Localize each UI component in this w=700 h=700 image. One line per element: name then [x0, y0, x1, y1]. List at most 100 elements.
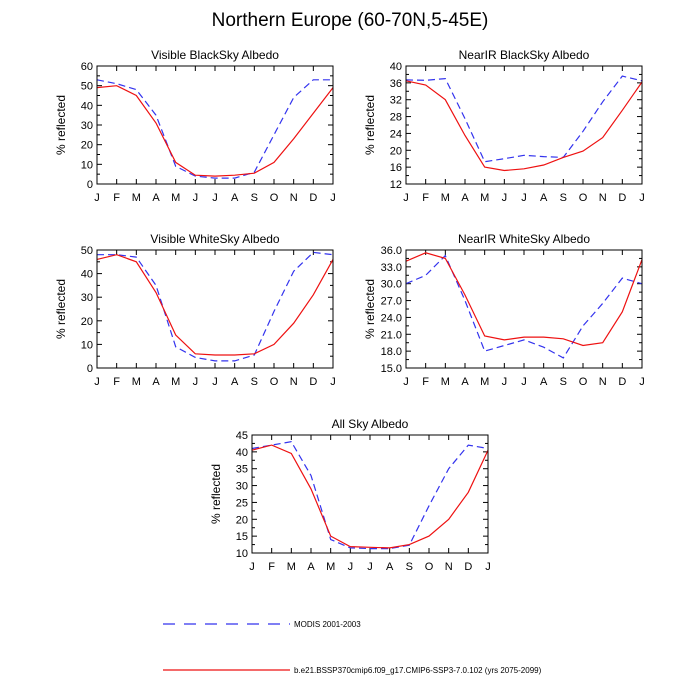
- series-line-modis: [97, 251, 334, 362]
- x-tick-label: S: [560, 376, 567, 388]
- y-tick-label: 10: [81, 159, 93, 171]
- x-tick-label: J: [502, 192, 508, 204]
- legend-label-model: b.e21.BSSP370cmip6.f09_g17.CMIP6-SSP3-7.…: [294, 666, 542, 675]
- x-tick-label: F: [422, 192, 429, 204]
- x-tick-label: M: [287, 561, 296, 573]
- x-tick-label: J: [367, 561, 373, 573]
- x-tick-label: A: [386, 561, 394, 573]
- chart-panel-5: All Sky Albedo % reflected 10 15 20 25 30 35 40 4…: [209, 417, 491, 573]
- x-tick-label: A: [540, 192, 548, 204]
- x-tick-label: A: [231, 376, 239, 388]
- y-tick-label: 16: [390, 162, 402, 174]
- series-line-model: [96, 254, 334, 356]
- x-tick-label: J: [639, 376, 645, 388]
- plot-frame: [96, 249, 334, 369]
- x-tick-label: D: [309, 376, 317, 388]
- y-tick-label: 21.0: [381, 329, 402, 341]
- x-tick-label: D: [464, 561, 472, 573]
- y-tick-label: 20: [81, 316, 93, 328]
- y-tick-label: 40: [81, 100, 93, 112]
- x-tick-label: J: [485, 561, 491, 573]
- x-tick-label: O: [270, 376, 279, 388]
- y-tick-label: 30: [81, 292, 93, 304]
- y-tick-label: 0: [87, 179, 93, 191]
- chart-panel-4: NearIR WhiteSky Albedo % reflected 15.0 18.…: [363, 232, 645, 388]
- plot-frame: [96, 65, 334, 185]
- chart-panel-3: Visible WhiteSky Albedo % reflected 0 10 20 3…: [54, 232, 336, 388]
- panel-title: Visible WhiteSky Albedo: [150, 232, 280, 246]
- x-tick-label: A: [540, 376, 548, 388]
- x-tick-label: O: [579, 376, 588, 388]
- x-tick-label: J: [403, 192, 409, 204]
- chart-panel-2: NearIR BlackSky Albedo % reflected 12 16 20 2…: [363, 48, 645, 204]
- y-tick-label: 45: [236, 430, 248, 442]
- y-tick-label: 33.0: [381, 262, 402, 274]
- panel-title: NearIR WhiteSky Albedo: [458, 232, 590, 246]
- y-tick-label: 12: [390, 179, 402, 191]
- x-tick-label: D: [309, 192, 317, 204]
- series-line-modis: [96, 79, 333, 179]
- x-tick-label: J: [212, 376, 218, 388]
- plot-frame: [251, 434, 489, 554]
- x-tick-label: J: [193, 192, 199, 204]
- y-tick-label: 30.0: [381, 279, 402, 291]
- y-tick-label: 15: [236, 531, 248, 543]
- y-axis-label: % reflected: [363, 95, 377, 155]
- y-tick-label: 10: [81, 339, 93, 351]
- x-tick-label: J: [94, 192, 100, 204]
- y-tick-label: 50: [81, 81, 93, 93]
- x-tick-label: M: [480, 192, 489, 204]
- x-tick-label: M: [326, 561, 335, 573]
- y-tick-label: 50: [81, 245, 93, 257]
- y-tick-label: 24: [390, 128, 402, 140]
- main-title: Northern Europe (60-70N,5-45E): [211, 10, 489, 31]
- y-tick-label: 20: [81, 140, 93, 152]
- y-axis-label: % reflected: [54, 95, 68, 155]
- y-tick-label: 60: [81, 61, 93, 73]
- y-tick-label: 20: [236, 514, 248, 526]
- x-tick-label: J: [639, 192, 645, 204]
- y-tick-label: 35: [236, 464, 248, 476]
- x-tick-label: S: [560, 192, 567, 204]
- x-tick-label: A: [152, 192, 160, 204]
- x-tick-label: J: [330, 192, 336, 204]
- x-tick-label: F: [268, 561, 275, 573]
- x-tick-label: N: [599, 376, 607, 388]
- x-tick-label: N: [290, 192, 298, 204]
- x-tick-label: O: [270, 192, 279, 204]
- y-tick-label: 25: [236, 497, 248, 509]
- panel-title: Visible BlackSky Albedo: [151, 48, 279, 62]
- plot-frame: [405, 65, 643, 185]
- x-tick-label: F: [422, 376, 429, 388]
- x-tick-label: S: [251, 192, 258, 204]
- y-tick-label: 10: [236, 548, 248, 560]
- y-axis-label: % reflected: [54, 279, 68, 339]
- y-tick-label: 40: [236, 447, 248, 459]
- y-tick-label: 40: [81, 269, 93, 281]
- x-tick-label: J: [348, 561, 354, 573]
- chart-panel-1: Visible BlackSky Albedo % reflected 0 10 20 3…: [54, 48, 336, 204]
- legend-label-modis: MODIS 2001-2003: [294, 620, 361, 629]
- x-tick-label: M: [132, 192, 141, 204]
- series-line-model: [96, 85, 334, 177]
- y-axis-label: % reflected: [209, 464, 223, 524]
- x-tick-label: M: [132, 376, 141, 388]
- y-tick-label: 36.0: [381, 245, 402, 257]
- x-tick-label: A: [461, 376, 469, 388]
- x-tick-label: N: [290, 376, 298, 388]
- x-tick-label: O: [579, 192, 588, 204]
- y-tick-label: 28: [390, 112, 402, 124]
- x-tick-label: S: [406, 561, 413, 573]
- series-line-model: [405, 80, 643, 172]
- x-tick-label: M: [171, 376, 180, 388]
- y-tick-label: 30: [236, 481, 248, 493]
- series-line-modis: [405, 75, 643, 163]
- x-tick-label: J: [521, 376, 527, 388]
- y-tick-label: 15.0: [381, 363, 402, 375]
- y-tick-label: 20: [390, 145, 402, 157]
- x-tick-label: D: [618, 376, 626, 388]
- x-tick-label: M: [441, 376, 450, 388]
- y-axis-label: % reflected: [363, 279, 377, 339]
- y-tick-label: 0: [87, 363, 93, 375]
- legend: MODIS 2001-2003 b.e21.BSSP370cmip6.f09_g1…: [163, 620, 542, 675]
